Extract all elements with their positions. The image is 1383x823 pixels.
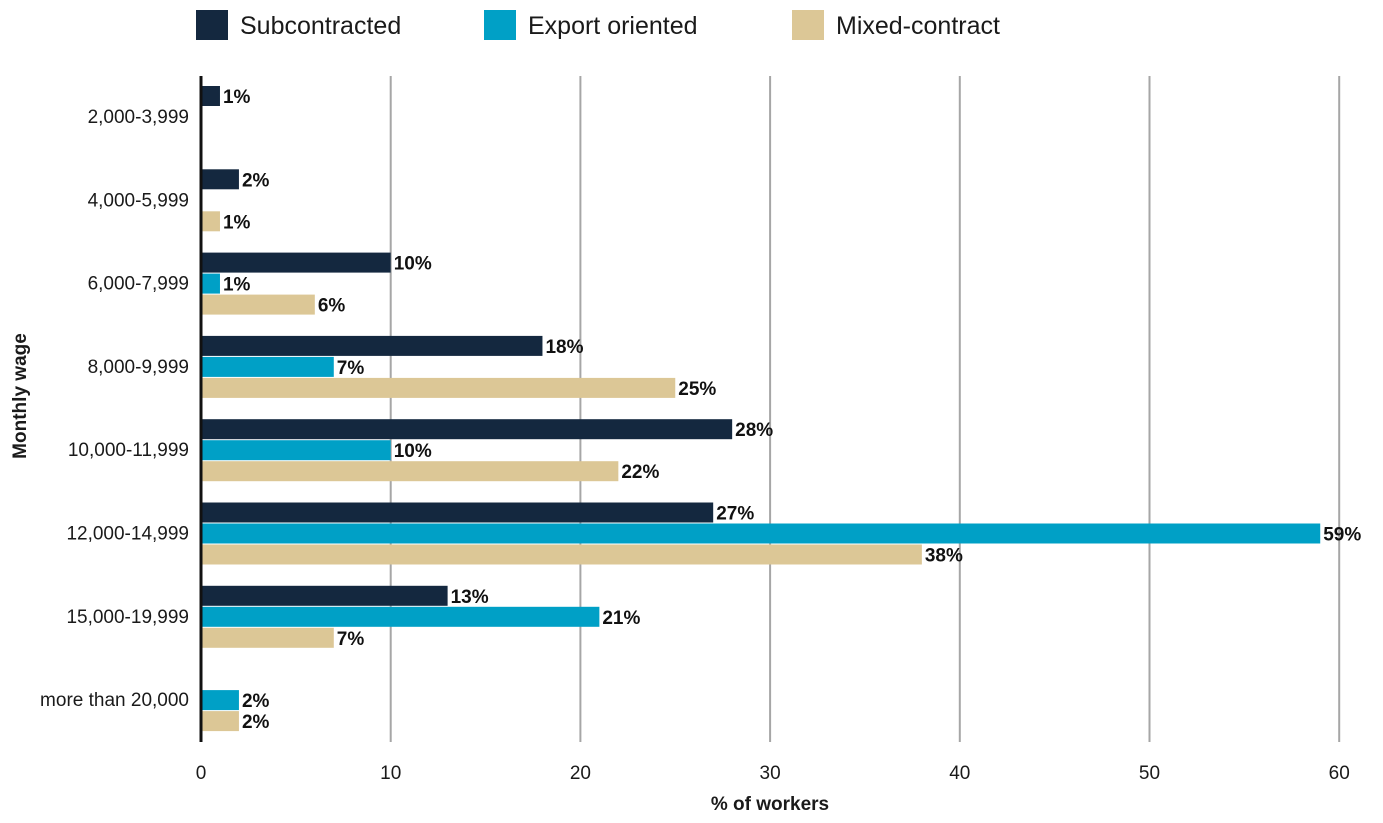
- data-label-0-1: 2%: [242, 170, 270, 191]
- data-label-2-5: 38%: [925, 546, 963, 567]
- legend-label-2: Mixed-contract: [836, 12, 1000, 40]
- data-label-1-2: 1%: [223, 275, 251, 296]
- bar-0-2: [201, 252, 391, 273]
- data-label-1-6: 21%: [602, 608, 640, 629]
- data-labels: 1% 2% 1% 10% 1% 6% 18% 7% 25% 28% 10% 22% 27% 59% 38% 1…: [223, 87, 1361, 733]
- category-label-0: 2,000-3,999: [88, 107, 189, 128]
- category-label-1: 4,000-5,999: [88, 190, 189, 211]
- data-label-2-7: 2%: [242, 712, 270, 733]
- bar-1-7: [201, 690, 239, 711]
- data-label-1-4: 10%: [394, 441, 432, 462]
- category-label-4: 10,000-11,999: [68, 440, 189, 461]
- data-label-0-0: 1%: [223, 87, 251, 108]
- category-label-5: 12,000-14,999: [66, 524, 189, 545]
- bars: [201, 86, 1321, 732]
- gridlines: [389, 76, 1341, 742]
- x-tick-label-1: 10: [380, 763, 401, 784]
- category-label-7: more than 20,000: [40, 690, 189, 711]
- legend: Subcontracted Export oriented Mixed-contra…: [196, 10, 1000, 40]
- data-label-0-2: 10%: [394, 254, 432, 275]
- legend-label-1: Export oriented: [528, 12, 698, 40]
- category-label-6: 15,000-19,999: [66, 607, 189, 628]
- bar-2-4: [201, 461, 619, 482]
- x-axis-title: % of workers: [711, 794, 829, 815]
- legend-swatch-1: [484, 10, 516, 40]
- data-label-2-2: 6%: [318, 296, 346, 317]
- bar-0-1: [201, 169, 239, 190]
- bar-0-6: [201, 585, 448, 606]
- data-label-2-6: 7%: [337, 629, 365, 650]
- legend-swatch-0: [196, 10, 228, 40]
- legend-swatch-2: [792, 10, 824, 40]
- data-label-0-4: 28%: [735, 420, 773, 441]
- data-label-1-3: 7%: [337, 358, 365, 379]
- bar-2-3: [201, 377, 676, 398]
- category-label-3: 8,000-9,999: [88, 357, 189, 378]
- bar-1-6: [201, 606, 600, 627]
- y-axis-title: Monthly wage: [10, 333, 31, 459]
- x-tick-label-0: 0: [196, 763, 207, 784]
- bar-0-0: [201, 86, 220, 106]
- category-labels: 2,000-3,999 4,000-5,999 6,000-7,999 8,000-9…: [40, 107, 189, 711]
- data-label-2-1: 1%: [223, 212, 251, 233]
- bar-2-1: [201, 211, 220, 232]
- data-label-0-5: 27%: [716, 504, 754, 525]
- x-tick-labels: 0 10 20 30 40 50 60: [196, 763, 1350, 784]
- bar-1-3: [201, 356, 334, 377]
- data-label-0-3: 18%: [545, 337, 583, 358]
- x-tick-label-4: 40: [949, 763, 970, 784]
- x-tick-label-2: 20: [570, 763, 591, 784]
- bar-1-2: [201, 273, 220, 294]
- bar-2-5: [201, 544, 922, 565]
- bar-0-3: [201, 335, 543, 356]
- bar-2-2: [201, 294, 315, 315]
- legend-label-0: Subcontracted: [240, 12, 401, 40]
- data-label-1-5: 59%: [1323, 525, 1361, 546]
- bar-0-5: [201, 502, 714, 523]
- x-tick-label-5: 50: [1139, 763, 1160, 784]
- category-label-2: 6,000-7,999: [88, 274, 189, 295]
- bar-1-5: [201, 523, 1321, 544]
- data-label-2-3: 25%: [678, 379, 716, 400]
- bar-2-7: [201, 711, 239, 732]
- x-tick-label-3: 30: [760, 763, 781, 784]
- bar-1-4: [201, 440, 391, 461]
- data-label-1-7: 2%: [242, 691, 270, 712]
- data-label-2-4: 22%: [621, 462, 659, 483]
- bar-2-6: [201, 627, 334, 648]
- data-label-0-6: 13%: [451, 587, 489, 608]
- x-tick-label-6: 60: [1329, 763, 1350, 784]
- bar-0-4: [201, 419, 733, 440]
